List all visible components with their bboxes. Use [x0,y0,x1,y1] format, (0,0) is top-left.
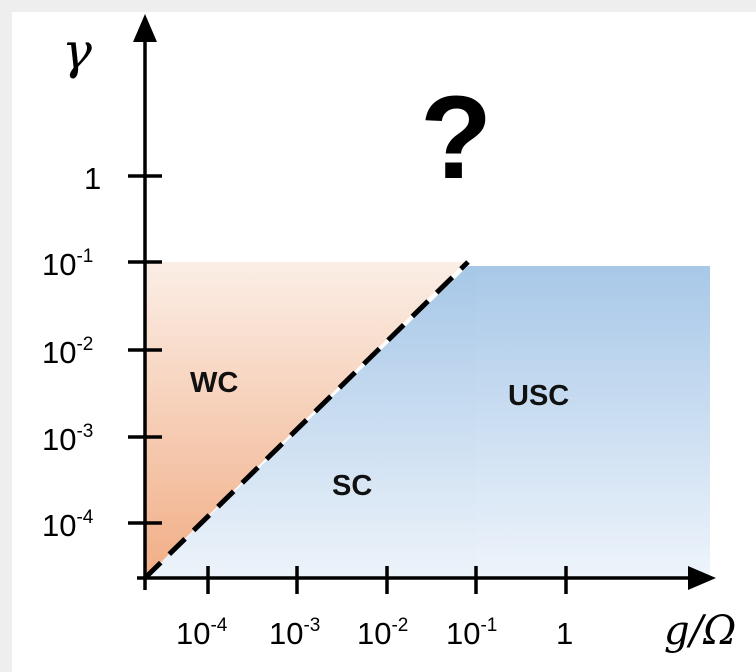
x-axis-arrowhead [688,566,716,590]
y-axis-label: γ [62,22,92,80]
x-tick-label-10e-3: 10-3 [269,615,320,651]
y-axis-arrowhead [133,14,157,42]
x-tick-label-10e-1: 10-1 [446,615,497,651]
y-tick-label-10e-1: 10-1 [42,246,93,282]
wc-sc-boundary-line [143,260,470,580]
x-tick-label-1: 1 [556,616,573,651]
x-tick-label-10e-2: 10-2 [357,615,408,651]
wc-region-label: WC [190,367,238,399]
x-tick-label-10e-4: 10-4 [176,615,228,651]
usc-region-label: USC [508,380,569,412]
y-ticks [128,174,162,525]
x-ticks [206,566,568,594]
sc-region-label: SC [332,470,372,502]
usc-region [476,266,710,578]
y-tick-label-10e-3: 10-3 [42,421,93,457]
unknown-regime-marker: ? [420,72,492,204]
y-tick-label-10e-2: 10-2 [42,334,93,370]
y-tick-label-10e-4: 10-4 [42,507,94,543]
x-axis-label: g/Ω [664,608,736,654]
y-tick-label-1: 1 [84,161,101,196]
